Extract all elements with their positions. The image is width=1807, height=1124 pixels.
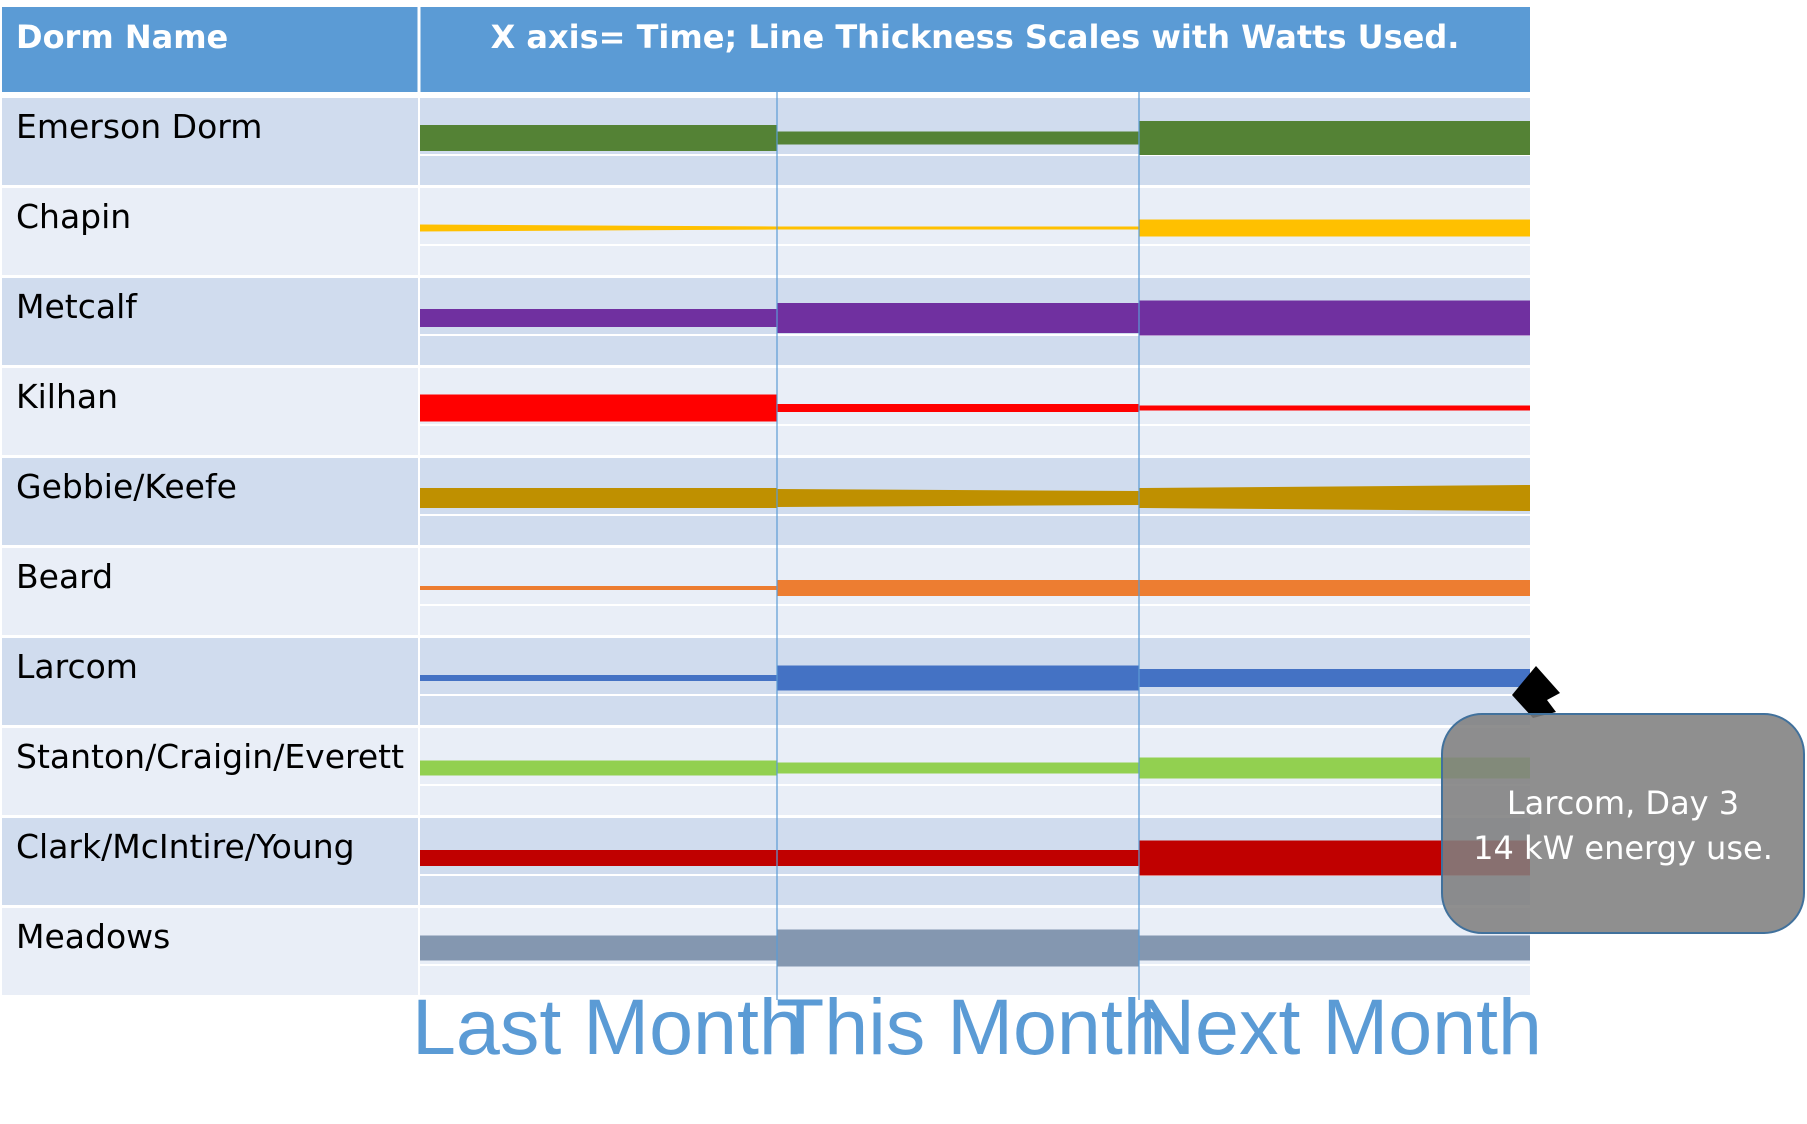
usage-band-clark-mcintire-young-this-month: [777, 850, 1139, 866]
usage-band-chapin-next-month: [1139, 219, 1530, 237]
chart-title: X axis= Time; Line Thickness Scales with…: [491, 18, 1460, 56]
usage-band-stanton-craigin-everett-next-month: [1139, 757, 1530, 779]
dorm-label-emerson-dorm: Emerson Dorm: [16, 107, 262, 146]
usage-band-gebbie-keefe-this-month: [777, 489, 1139, 507]
usage-band-beard-this-month: [777, 580, 1139, 596]
dorm-name-header: Dorm Name: [16, 18, 228, 56]
usage-band-metcalf-next-month: [1139, 300, 1530, 336]
usage-band-stanton-craigin-everett-this-month: [777, 762, 1139, 774]
dorm-label-gebbie-keefe: Gebbie/Keefe: [16, 467, 237, 506]
dorm-label-stanton-craigin-everett: Stanton/Craigin/Everett: [16, 737, 404, 776]
tooltip-line-1: Larcom, Day 3: [1507, 784, 1739, 822]
usage-band-emerson-dorm-last-month: [420, 125, 777, 151]
dorm-label-beard: Beard: [16, 557, 113, 596]
usage-band-gebbie-keefe-last-month: [420, 488, 777, 508]
row-label-cell-kilhan: [2, 368, 418, 455]
tooltip-box: [1441, 713, 1805, 934]
chart-title-header-cell: [420, 7, 1530, 92]
row-label-cell-chapin: [2, 188, 418, 275]
row-label-cell-meadows: [2, 908, 418, 995]
period-dividers: [776, 92, 1140, 1000]
dorm-label-kilhan: Kilhan: [16, 377, 118, 416]
usage-band-chapin-this-month: [777, 226, 1139, 230]
dorm-label-meadows: Meadows: [16, 917, 170, 956]
usage-band-beard-last-month: [420, 586, 777, 590]
tooltip: Larcom, Day 3 14 kW energy use.: [1441, 666, 1805, 934]
usage-band-beard-next-month: [1139, 580, 1530, 596]
usage-band-kilhan-next-month: [1139, 405, 1530, 411]
usage-band-meadows-next-month: [1139, 935, 1530, 961]
usage-band-kilhan-this-month: [777, 404, 1139, 412]
row-label-cell-metcalf: [2, 278, 418, 365]
usage-band-metcalf-this-month: [777, 303, 1139, 333]
usage-band-emerson-dorm-next-month: [1139, 121, 1530, 155]
usage-band-meadows-last-month: [420, 935, 777, 961]
period-label-this-month: This Month: [776, 982, 1167, 1071]
period-label-next-month: Next Month: [1138, 982, 1542, 1071]
usage-band-stanton-craigin-everett-last-month: [420, 760, 777, 776]
row-label-cell-beard: [2, 548, 418, 635]
dorm-label-chapin: Chapin: [16, 197, 131, 236]
usage-band-emerson-dorm-this-month: [777, 131, 1139, 145]
dorm-name-header-cell: [2, 7, 418, 92]
dorm-label-metcalf: Metcalf: [16, 287, 138, 326]
usage-band-clark-mcintire-young-next-month: [1139, 840, 1530, 876]
period-label-last-month: Last Month: [412, 982, 803, 1071]
row-label-cell-stanton-craigin-everett: [2, 728, 418, 815]
usage-bands: [420, 121, 1530, 967]
row-label-cell-emerson-dorm: [2, 98, 418, 185]
usage-band-meadows-this-month: [777, 929, 1139, 967]
dorm-label-larcom: Larcom: [16, 647, 138, 686]
row-label-cell-clark-mcintire-young: [2, 818, 418, 905]
usage-band-larcom-last-month: [420, 675, 777, 681]
dorm-label-clark-mcintire-young: Clark/McIntire/Young: [16, 827, 355, 866]
row-label-cell-gebbie-keefe: [2, 458, 418, 545]
dorm-labels: Emerson Dorm Chapin Metcalf Kilhan Gebbie/Ke…: [16, 107, 404, 956]
usage-band-larcom-next-month: [1139, 669, 1530, 687]
cursor-arrow-icon: [1512, 666, 1560, 718]
usage-band-kilhan-last-month: [420, 394, 777, 422]
usage-band-gebbie-keefe-next-month: [1139, 485, 1530, 511]
usage-band-metcalf-last-month: [420, 309, 777, 327]
usage-band-chapin-last-month: [420, 224, 777, 232]
row-label-cell-larcom: [2, 638, 418, 725]
tooltip-line-2: 14 kW energy use.: [1473, 829, 1773, 867]
usage-band-clark-mcintire-young-last-month: [420, 850, 777, 866]
usage-band-larcom-this-month: [777, 665, 1139, 691]
